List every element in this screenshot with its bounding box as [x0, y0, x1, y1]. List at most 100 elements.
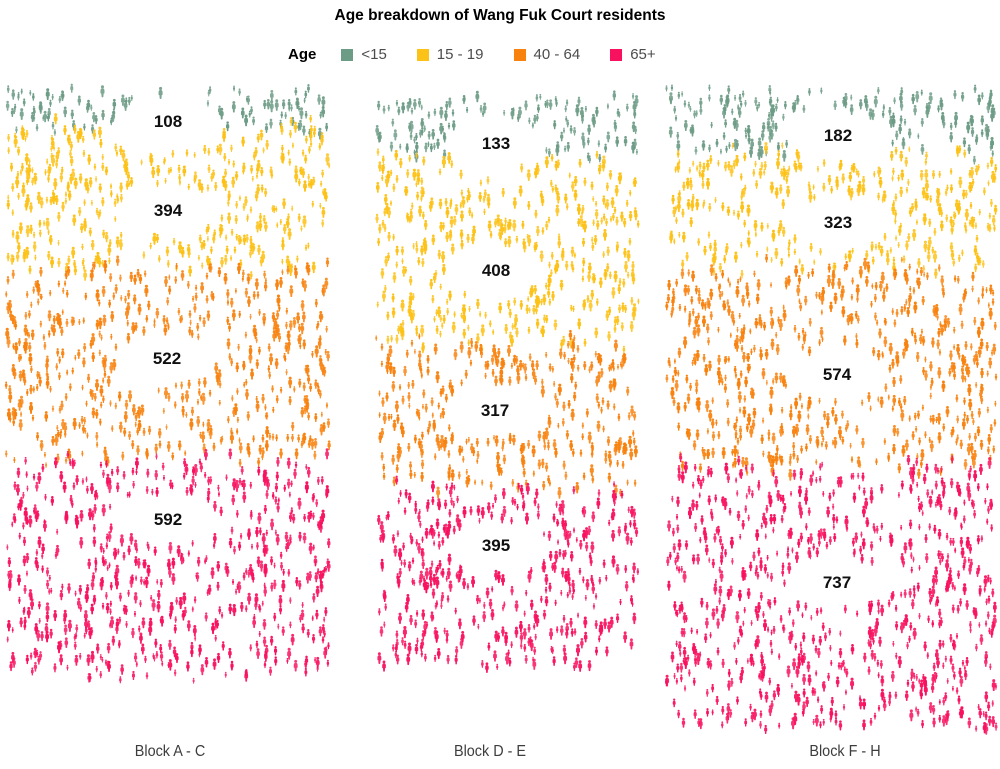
- person-icon: [424, 527, 429, 539]
- person-icon: [808, 434, 812, 444]
- person-icon: [692, 326, 697, 339]
- person-icon: [793, 248, 796, 256]
- person-icon: [908, 415, 911, 422]
- person-icon: [869, 541, 874, 551]
- person-icon: [991, 679, 996, 692]
- person-icon: [895, 235, 897, 241]
- person-icon: [561, 418, 565, 427]
- person-icon: [629, 448, 634, 461]
- person-icon: [395, 245, 399, 256]
- person-icon: [201, 392, 206, 405]
- person-icon: [934, 480, 938, 490]
- person-icon: [891, 358, 895, 369]
- person-icon: [743, 606, 746, 614]
- person-icon: [214, 181, 218, 191]
- person-icon: [143, 270, 147, 278]
- person-icon: [674, 166, 677, 173]
- person-icon: [827, 672, 830, 681]
- person-icon: [17, 574, 21, 586]
- person-icon: [956, 275, 960, 284]
- person-icon: [311, 615, 314, 622]
- person-icon: [146, 468, 150, 478]
- person-icon: [41, 463, 45, 473]
- person-icon: [503, 224, 507, 234]
- person-icon: [128, 390, 133, 403]
- person-icon: [909, 622, 913, 631]
- person-icon: [410, 107, 414, 115]
- person-icon: [626, 250, 631, 262]
- person-icon: [212, 658, 217, 670]
- person-icon: [931, 414, 935, 425]
- legend-item-label: <15: [361, 46, 387, 63]
- person-icon: [673, 358, 676, 365]
- person-icon: [314, 413, 318, 422]
- person-icon: [501, 488, 506, 500]
- person-icon: [967, 557, 970, 564]
- person-icon: [145, 449, 149, 460]
- person-icon: [384, 175, 389, 188]
- person-icon: [699, 479, 703, 490]
- person-icon: [689, 106, 692, 112]
- person-icon: [933, 524, 937, 534]
- person-icon: [74, 654, 79, 666]
- person-icon: [311, 633, 316, 644]
- person-icon: [571, 340, 576, 353]
- person-icon: [630, 296, 634, 305]
- person-icon: [557, 383, 562, 396]
- person-icon: [81, 384, 84, 391]
- person-icon: [765, 504, 769, 514]
- person-icon: [153, 655, 156, 662]
- person-icon: [426, 355, 430, 364]
- person-icon: [596, 220, 600, 230]
- person-icon: [112, 547, 117, 560]
- person-icon: [293, 386, 296, 393]
- person-icon: [210, 567, 215, 579]
- person-icon: [705, 159, 710, 171]
- person-icon: [174, 276, 178, 284]
- person-icon: [615, 613, 620, 623]
- person-icon: [726, 399, 730, 408]
- person-icon: [749, 146, 753, 158]
- person-icon: [851, 247, 854, 254]
- person-icon: [829, 301, 833, 313]
- person-icon: [208, 389, 212, 397]
- person-icon: [827, 263, 831, 273]
- person-icon: [746, 588, 751, 600]
- person-icon: [911, 431, 915, 441]
- person-icon: [592, 116, 596, 128]
- person-icon: [869, 405, 872, 412]
- person-icon: [247, 528, 251, 539]
- person-icon: [317, 338, 322, 349]
- person-icon: [922, 265, 925, 273]
- person-icon: [953, 344, 956, 351]
- person-icon: [408, 154, 411, 163]
- person-icon: [850, 94, 853, 101]
- person-icon: [991, 215, 996, 226]
- person-icon: [287, 98, 291, 109]
- person-icon: [743, 395, 747, 403]
- person-icon: [527, 296, 530, 303]
- person-icon: [123, 427, 127, 437]
- person-icon: [976, 535, 980, 545]
- person-icon: [38, 601, 41, 610]
- person-icon: [870, 649, 874, 660]
- person-icon: [29, 384, 33, 395]
- person-icon: [78, 318, 81, 326]
- person-icon: [430, 560, 434, 568]
- person-icon: [95, 409, 99, 419]
- person-icon: [128, 431, 132, 440]
- person-icon: [535, 360, 539, 371]
- person-icon: [205, 272, 209, 280]
- block-label-2: Block F - H: [809, 743, 881, 760]
- person-icon: [534, 633, 537, 641]
- person-icon: [30, 667, 34, 676]
- person-icon: [579, 449, 583, 457]
- person-icon: [298, 378, 302, 388]
- person-icon: [747, 230, 750, 237]
- person-icon: [492, 502, 495, 509]
- person-icon: [154, 470, 158, 481]
- person-icon: [842, 704, 846, 711]
- person-icon: [197, 254, 200, 261]
- person-icon: [418, 350, 422, 361]
- person-icon: [631, 141, 636, 154]
